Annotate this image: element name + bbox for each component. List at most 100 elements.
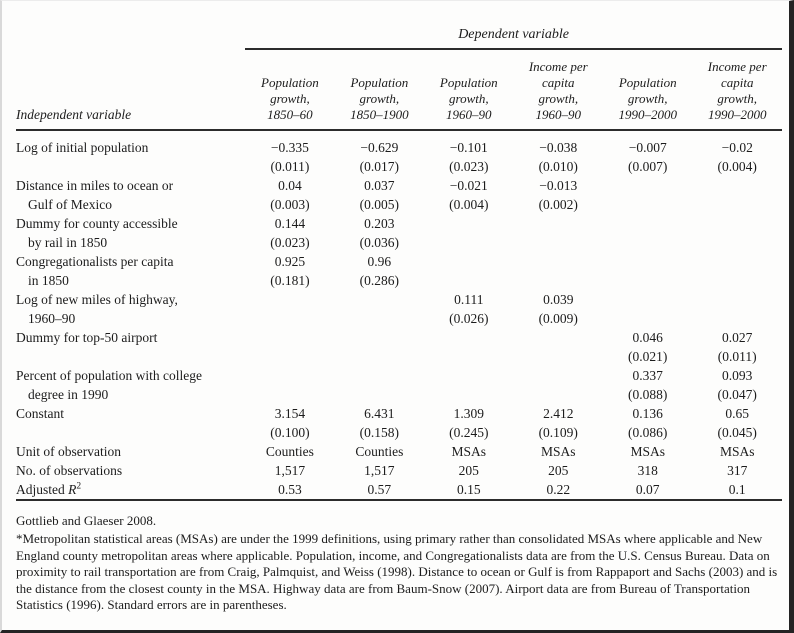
- coefficient-value: [514, 328, 603, 347]
- stat-value: 0.07: [635, 482, 660, 497]
- stat-label-text: Unit of observation: [16, 444, 121, 459]
- standard-error-value: [245, 347, 334, 366]
- coef-cell: 0.037 (0.005): [335, 176, 424, 214]
- coefficient-value: [245, 366, 334, 385]
- row-label-line: Log of new miles of highway,: [16, 292, 178, 307]
- coef-cell: 0.136 (0.086): [603, 404, 692, 442]
- column-header-pop-growth-1960-90: Population growth, 1960–90: [424, 49, 514, 131]
- coefficient-value: [603, 290, 692, 309]
- stat-value: 1,517: [364, 463, 395, 478]
- standard-error-value: [692, 233, 782, 252]
- standard-error-value: (0.010): [538, 159, 578, 174]
- coefficient-value: [692, 176, 782, 195]
- coef-cell: [603, 290, 692, 328]
- standard-error-value: (0.045): [717, 425, 757, 440]
- stat-label-text: 2: [76, 481, 82, 492]
- coef-cell: 2.412 (0.109): [514, 404, 603, 442]
- coefficient-value: [335, 366, 424, 385]
- coefficient-value: [424, 252, 513, 271]
- row-label: Distance in miles to ocean or Gulf of Mex…: [16, 176, 245, 214]
- standard-error-value: [424, 385, 513, 404]
- standard-error-value: (0.011): [270, 159, 310, 174]
- coef-cell: [514, 366, 603, 404]
- standard-error-value: [603, 233, 692, 252]
- coefficient-value: −0.629: [360, 140, 399, 155]
- standard-error-value: (0.026): [449, 311, 489, 326]
- row-label: Constant: [16, 404, 245, 442]
- standard-error-value: (0.158): [359, 425, 400, 440]
- coef-cell: [603, 252, 692, 290]
- coef-cell: [424, 328, 513, 366]
- coef-cell: [603, 214, 692, 252]
- standard-error-value: (0.286): [359, 273, 400, 288]
- stat-label-text: No. of observations: [16, 463, 123, 478]
- stat-value: Counties: [265, 444, 314, 459]
- coef-cell: −0.007 (0.007): [603, 130, 692, 176]
- coef-cell: 3.154 (0.100): [245, 404, 334, 442]
- standard-error-value: [692, 195, 782, 214]
- coef-cell: [514, 328, 603, 366]
- column-header-pop-growth-1850-60: Population growth, 1850–60: [245, 49, 335, 131]
- standard-error-value: [424, 233, 513, 252]
- coefficient-value: [514, 252, 603, 271]
- standard-error-value: (0.004): [449, 197, 489, 212]
- column-header-row: Independent variable Population growth, …: [16, 49, 782, 131]
- coef-row: Log of initial population −0.335 (0.011) −0…: [16, 130, 782, 176]
- stat-row: Adjusted R2 0.53 0.57 0.15 0.22 0.07 0.1: [16, 480, 782, 500]
- coefficient-value: [424, 366, 513, 385]
- row-label-line-indent: by rail in 1850: [28, 235, 108, 250]
- coefficient-value: 0.96: [367, 254, 392, 269]
- coefficient-value: 0.111: [454, 292, 484, 307]
- stat-label-text: Adjusted: [16, 482, 69, 497]
- standard-error-value: (0.004): [717, 159, 757, 174]
- coef-cell: 0.039 (0.009): [514, 290, 603, 328]
- coef-row: Constant 3.154 (0.100) 6.431 (0.158) 1.309 (0.…: [16, 404, 782, 442]
- coef-cell: [245, 290, 334, 328]
- row-label: Log of initial population: [16, 130, 245, 176]
- row-label-line: Percent of population with college: [16, 368, 202, 383]
- coefficient-value: [335, 328, 424, 347]
- coef-cell: 0.203 (0.036): [335, 214, 424, 252]
- coef-row: Distance in miles to ocean or Gulf of Mex…: [16, 176, 782, 214]
- coefficient-value: 0.337: [632, 368, 663, 383]
- coef-cell: 0.925 (0.181): [245, 252, 334, 290]
- coef-cell: 0.04 (0.003): [245, 176, 334, 214]
- coef-cell: 0.337 (0.088): [603, 366, 692, 404]
- spanner-row: Dependent variable: [16, 27, 782, 50]
- coef-cell: 0.96 (0.286): [335, 252, 424, 290]
- coef-cell: −0.02 (0.004): [692, 130, 782, 176]
- standard-error-value: (0.036): [359, 235, 400, 250]
- independent-variable-header: Independent variable: [16, 49, 246, 131]
- coef-cell: −0.021 (0.004): [424, 176, 513, 214]
- row-label-line: Dummy for top-50 airport: [16, 330, 158, 345]
- table-note: *Metropolitan statistical areas (MSAs) a…: [16, 531, 778, 612]
- stat-row: Unit of observation Counties Counties MSAs M…: [16, 442, 782, 461]
- standard-error-value: (0.100): [270, 425, 310, 440]
- coef-cell: 0.046 (0.021): [603, 328, 692, 366]
- standard-error-value: [603, 195, 692, 214]
- coefficient-value: [603, 214, 692, 233]
- coef-cell: 0.144 (0.023): [245, 214, 334, 252]
- coefficient-value: 3.154: [274, 406, 306, 421]
- coefficient-value: 0.144: [274, 216, 306, 231]
- coefficient-value: 0.65: [725, 406, 750, 421]
- coefficient-value: −0.021: [449, 178, 488, 193]
- column-header-income-growth-1990-2000: Income per capita growth, 1990–2000: [692, 49, 782, 131]
- coefficient-value: −0.101: [449, 140, 488, 155]
- stat-value: 0.57: [367, 482, 392, 497]
- coef-cell: [245, 328, 334, 366]
- coef-cell: −0.629 (0.017): [335, 130, 424, 176]
- row-label-line: Congregationalists per capita: [16, 254, 174, 269]
- coef-row: Congregationalists per capita in 1850 0.92…: [16, 252, 782, 290]
- standard-error-value: (0.109): [538, 425, 578, 440]
- coef-cell: −0.013 (0.002): [514, 176, 603, 214]
- stat-value: MSAs: [719, 444, 755, 459]
- coefficient-value: [514, 366, 603, 385]
- row-label-line: Constant: [16, 406, 65, 421]
- coefficient-value: [692, 252, 782, 271]
- stat-label: Unit of observation: [16, 442, 245, 461]
- standard-error-value: (0.011): [717, 349, 757, 364]
- coef-cell: −0.038 (0.010): [514, 130, 603, 176]
- coefficient-value: [245, 328, 334, 347]
- source-line: Gottlieb and Glaeser 2008.: [16, 513, 157, 528]
